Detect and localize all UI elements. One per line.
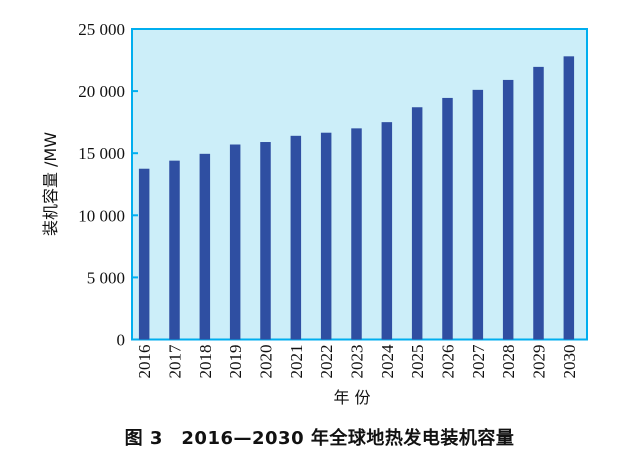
x-tick-label: 2028 bbox=[499, 345, 518, 379]
figure-caption: 图 3 2016—2030 年全球地热发电装机容量 bbox=[124, 428, 515, 449]
bar-2025 bbox=[411, 107, 423, 340]
bar-2020 bbox=[260, 142, 271, 340]
bar-2027 bbox=[472, 89, 484, 340]
y-tick-label: 20 000 bbox=[78, 82, 125, 101]
bar-2026 bbox=[442, 97, 453, 340]
y-tick-label: 25 000 bbox=[78, 20, 125, 39]
x-tick-label: 2019 bbox=[226, 345, 245, 379]
y-tick-label: 15 000 bbox=[78, 144, 125, 163]
y-tick-label: 5 000 bbox=[87, 268, 125, 287]
x-tick-label: 2022 bbox=[317, 345, 336, 379]
x-axis-label: 年 份 bbox=[333, 388, 370, 407]
x-tick-label: 2026 bbox=[439, 345, 458, 379]
x-tick-label: 2018 bbox=[196, 345, 215, 379]
bar-2028 bbox=[502, 79, 514, 340]
x-tick-label: 2016 bbox=[135, 345, 154, 379]
bar-2023 bbox=[351, 128, 362, 340]
bar-2016 bbox=[138, 168, 150, 340]
bar-2030 bbox=[563, 56, 575, 340]
x-tick-label: 2023 bbox=[348, 345, 367, 379]
x-tick-label: 2025 bbox=[408, 345, 427, 379]
x-tick-label: 2029 bbox=[530, 345, 549, 379]
bar-2022 bbox=[320, 132, 332, 340]
x-tick-label: 2024 bbox=[378, 344, 397, 379]
y-tick-label: 0 bbox=[117, 331, 126, 350]
bar-2024 bbox=[381, 122, 393, 340]
x-tick-label: 2030 bbox=[560, 345, 579, 379]
bar-2017 bbox=[169, 160, 180, 340]
x-tick-label: 2020 bbox=[257, 345, 276, 379]
y-tick-label: 10 000 bbox=[78, 206, 125, 225]
x-tick-label: 2021 bbox=[287, 345, 306, 379]
x-tick-label: 2027 bbox=[469, 344, 488, 379]
bar-2018 bbox=[199, 153, 211, 340]
y-axis-label: 装机容量 /MW bbox=[41, 132, 60, 236]
bar-2029 bbox=[533, 66, 544, 340]
bar-2021 bbox=[290, 135, 302, 340]
bar-2019 bbox=[229, 144, 241, 340]
x-tick-label: 2017 bbox=[166, 344, 185, 379]
